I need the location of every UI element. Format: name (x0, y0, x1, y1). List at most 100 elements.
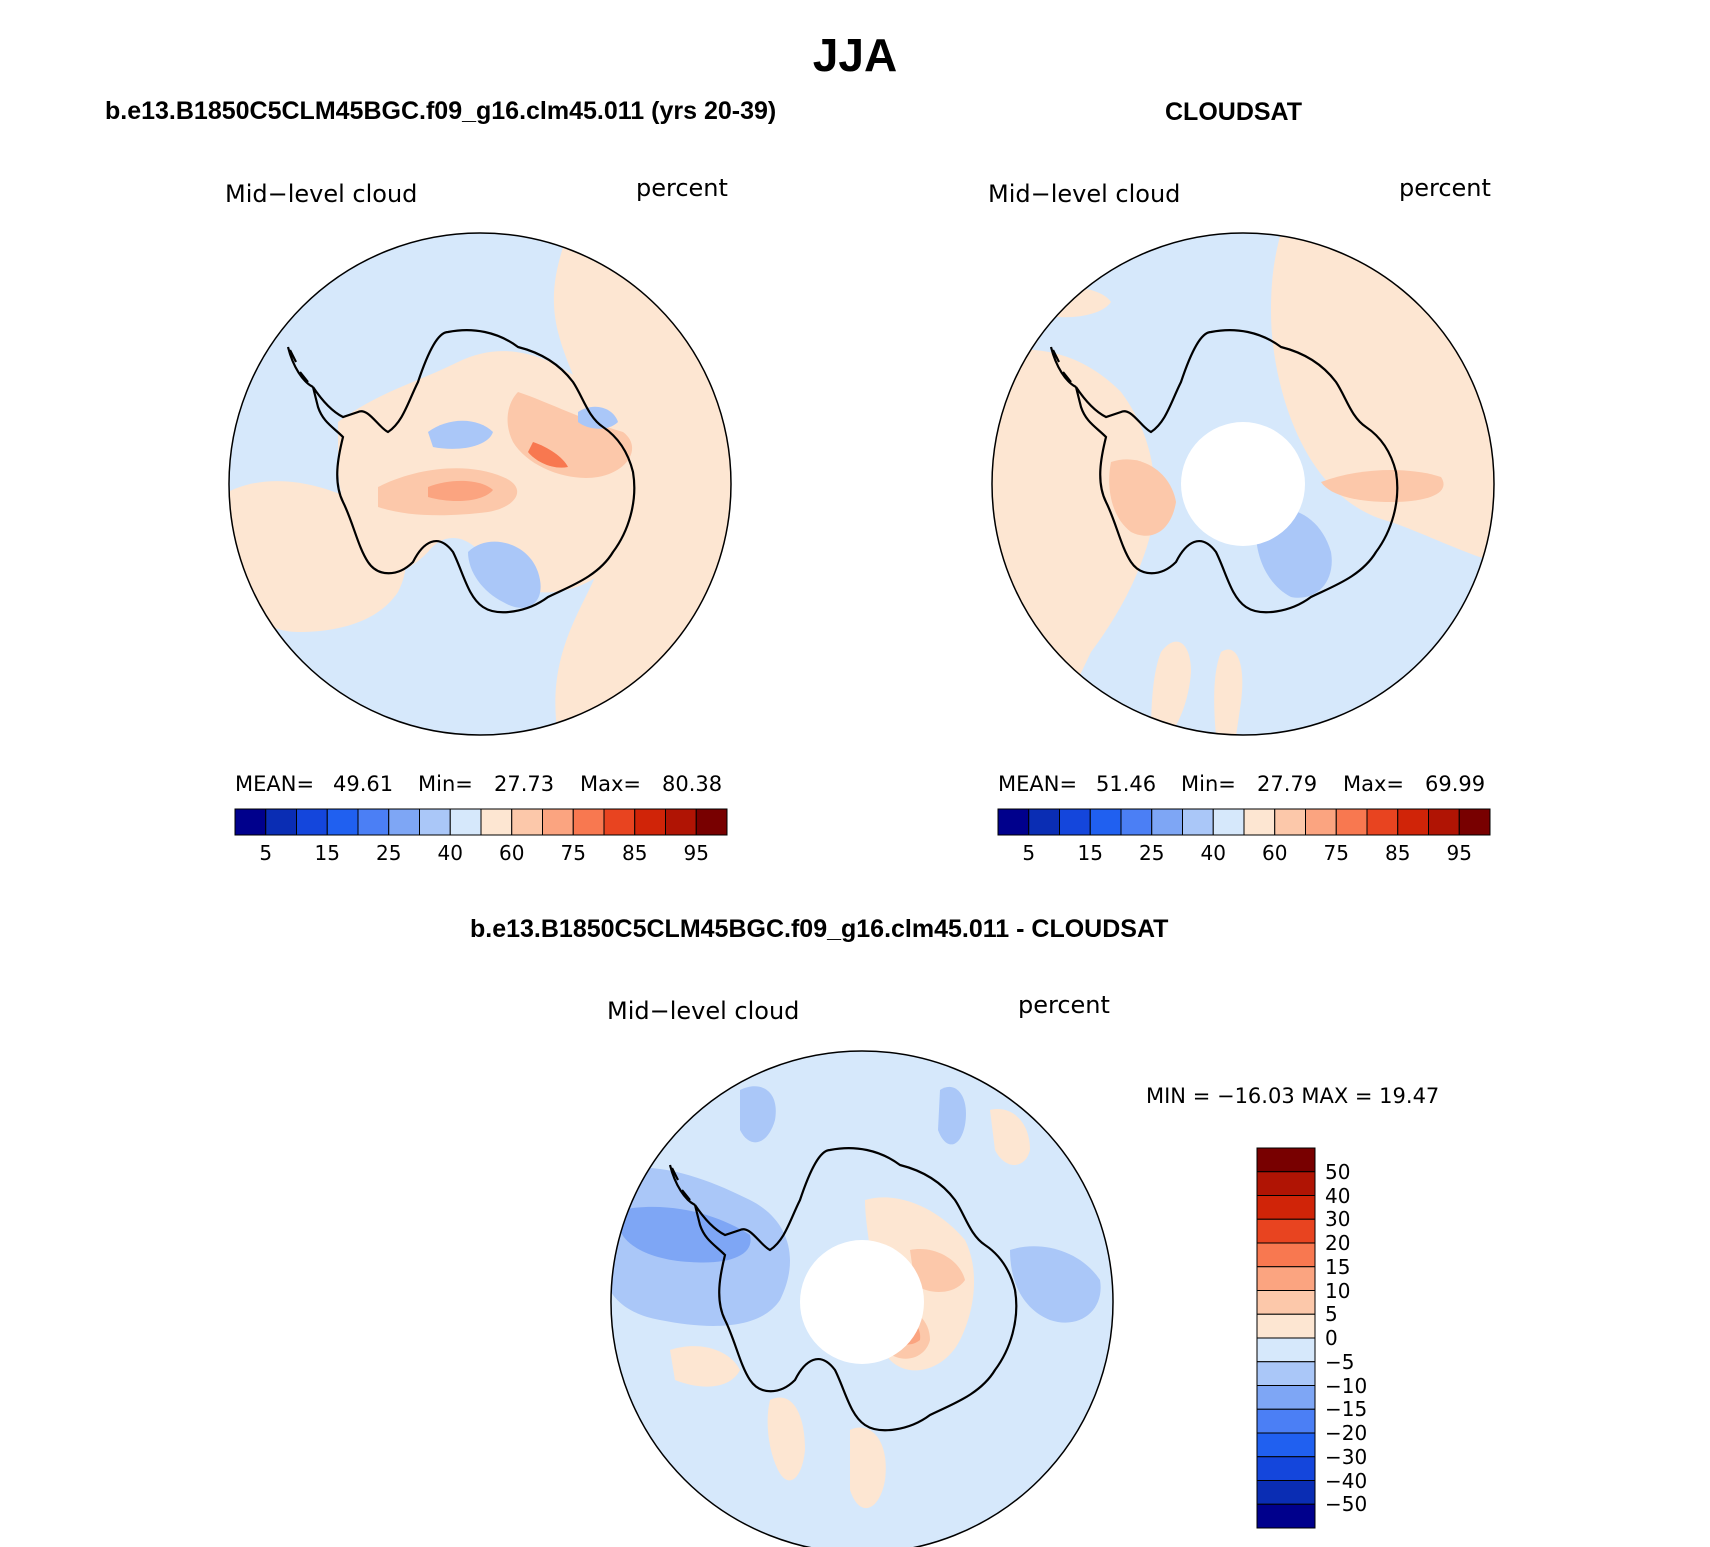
polar-map-diff (610, 1050, 1114, 1547)
minmax-diff: MIN = −16.03 MAX = 19.47 (1146, 1084, 1440, 1108)
panel-title-model: b.e13.B1850C5CLM45BGC.f09_g16.clm45.011 … (105, 97, 777, 125)
colorbar-swatch (1212, 808, 1245, 836)
colorbar-swatch (603, 808, 636, 836)
colorbar-swatch (1256, 1290, 1316, 1315)
colorbar-swatch (1256, 1218, 1316, 1244)
colorbar-tick-label: 75 (1323, 841, 1349, 865)
min-label-model: Min= (418, 772, 473, 796)
colorbar-tick-label: 5 (259, 841, 273, 865)
coastline (311, 329, 636, 614)
colorbar-swatch (1397, 808, 1429, 836)
colorbar-swatch (1256, 1456, 1316, 1481)
colorbar-tick-label: −30 (1325, 1444, 1368, 1469)
polar-data-gap (1181, 422, 1305, 546)
colorbar-tick-label: 5 (1022, 841, 1036, 865)
colorbar-tick-label: 25 (1139, 841, 1165, 865)
colorbar-swatch (1151, 808, 1183, 836)
colorbar-diff (1256, 1147, 1316, 1529)
units-label-diff: percent (1018, 991, 1110, 1019)
coastline (693, 1147, 1018, 1432)
colorbar-tick-label: 25 (376, 841, 402, 865)
colorbar-swatch (1028, 808, 1060, 836)
variable-label-model: Mid−level cloud (225, 180, 418, 208)
colorbar-swatch (1256, 1361, 1316, 1386)
colorbar-swatch (695, 808, 728, 836)
colorbar-obs (997, 808, 1491, 836)
colorbar-swatch (326, 808, 359, 836)
colorbar-tick-label: −10 (1325, 1373, 1368, 1398)
colorbar-swatch (1059, 808, 1091, 836)
colorbar-swatch (419, 808, 451, 836)
colorbar-swatch (388, 808, 420, 836)
warm-core-3 (428, 480, 493, 502)
min-value-obs: 27.79 (1257, 772, 1318, 796)
neg-streak-1 (740, 1086, 776, 1143)
colorbar-tick-label: 10 (1325, 1278, 1351, 1303)
colorbar-tick-label: −5 (1325, 1349, 1355, 1374)
map-boundary (228, 232, 732, 736)
colorbar-tick-label: 15 (1325, 1254, 1351, 1279)
polar-data-gap (800, 1240, 924, 1364)
mean-value-model: 49.61 (333, 772, 394, 796)
colorbar-tick-label: 40 (1325, 1183, 1351, 1208)
colorbar-tick-label: −50 (1325, 1492, 1368, 1517)
colorbar-tick-label: 0 (1325, 1326, 1338, 1350)
coastline (1074, 329, 1399, 614)
colorbar-swatch (511, 808, 543, 836)
colorbar-swatch (1428, 808, 1460, 836)
colorbar-swatch (1243, 808, 1276, 836)
colorbar-tick-label: 60 (1262, 841, 1288, 865)
colorbar-swatch (1256, 1242, 1316, 1268)
max-value-obs: 69.99 (1425, 772, 1486, 796)
variable-label-obs: Mid−level cloud (988, 180, 1181, 208)
mean-label-obs: MEAN= (998, 772, 1078, 796)
map-boundary (991, 232, 1495, 736)
min-label-obs: Min= (1181, 772, 1236, 796)
colorbar-tick-label: 15 (314, 841, 340, 865)
neg-region-east (1010, 1246, 1101, 1323)
colorbar-tick-label: 95 (683, 841, 709, 865)
colorbar-tick-label: 85 (622, 841, 648, 865)
variable-label-diff: Mid−level cloud (607, 997, 800, 1025)
warm-region-east (553, 233, 731, 735)
mean-label-model: MEAN= (235, 772, 315, 796)
colorbar-swatch (1458, 808, 1491, 836)
colorbar-swatch (1256, 1385, 1316, 1410)
colorbar-swatch (1274, 808, 1306, 836)
map-boundary (610, 1050, 1114, 1547)
colorbar-model (234, 808, 728, 836)
colorbar-swatch (1256, 1337, 1316, 1363)
warm-streak-2 (1214, 649, 1243, 735)
pos-streak-3 (990, 1109, 1030, 1165)
colorbar-swatch (480, 808, 513, 836)
panel-title-obs: CLOUDSAT (1165, 98, 1303, 126)
colorbar-tick-label: 85 (1385, 841, 1411, 865)
colorbar-swatch (1256, 1408, 1316, 1434)
peninsula-coast (1049, 346, 1077, 388)
colorbar-tick-label: −15 (1325, 1397, 1368, 1422)
colorbar-tick-label: −40 (1325, 1468, 1368, 1493)
warm-band-1 (1109, 459, 1176, 536)
warm-core-4 (528, 442, 568, 468)
pos-core-1 (910, 1249, 965, 1292)
colorbar-swatch (1256, 1195, 1316, 1220)
mean-value-obs: 51.46 (1096, 772, 1157, 796)
colorbar-swatch (1256, 1480, 1316, 1505)
peninsula-coast (286, 346, 314, 388)
colorbar-tick-label: 75 (560, 841, 586, 865)
colorbar-tick-label: 15 (1077, 841, 1103, 865)
colorbar-swatch (1256, 1266, 1316, 1291)
figure-title: JJA (812, 29, 898, 81)
pos-streak-1 (670, 1346, 740, 1387)
pos-streak-2 (767, 1397, 805, 1481)
colorbar-tick-label: 95 (1446, 841, 1472, 865)
colorbar-swatch (1120, 808, 1153, 836)
polar-map-model (228, 232, 732, 736)
units-label-obs: percent (1399, 174, 1491, 202)
warm-streak-1 (1151, 641, 1191, 735)
colorbar-swatch (449, 808, 482, 836)
colorbar-swatch (1256, 1503, 1316, 1529)
colorbar-swatch (1256, 1313, 1316, 1339)
colorbar-swatch (572, 808, 605, 836)
colorbar-swatch (1305, 808, 1337, 836)
